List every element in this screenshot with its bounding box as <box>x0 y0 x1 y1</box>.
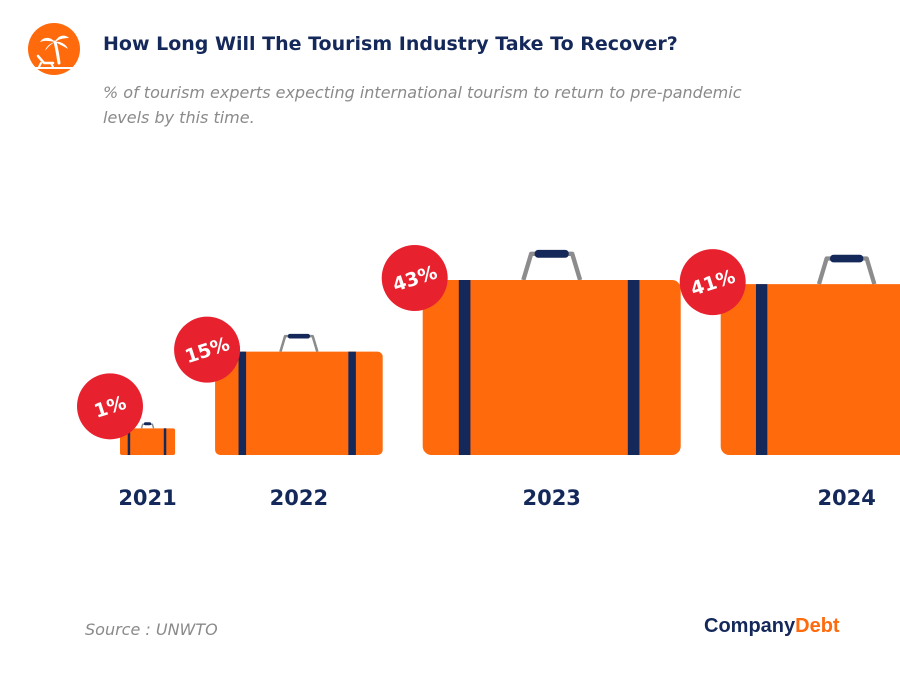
brand-logo-part1: Company <box>704 615 796 637</box>
suitcase-strap-right <box>163 428 167 455</box>
value-badge <box>77 373 143 440</box>
source-note: Source : UNWTO <box>85 620 218 639</box>
suitcase-bar-2024: 41% <box>679 249 900 455</box>
brand-logo: CompanyDebt <box>704 615 840 638</box>
suitcase-grip <box>287 333 310 339</box>
suitcase-grip <box>534 249 569 258</box>
value-badge <box>381 245 448 311</box>
x-tick-label: 2024 <box>817 486 875 510</box>
suitcase-bar-2023: 43% <box>381 245 681 455</box>
suitcase-grip <box>143 422 152 426</box>
palm-tree-beach-chair-icon <box>28 23 80 75</box>
suitcase-strap-left <box>127 428 131 455</box>
value-badge <box>679 249 746 316</box>
suitcase-strap-left <box>458 280 471 455</box>
x-tick-label: 2023 <box>522 486 580 510</box>
suitcase-body <box>422 280 681 455</box>
suitcase-bar-2022: 15% <box>174 316 383 455</box>
suitcase-strap-right <box>348 351 356 455</box>
suitcase-strap-left <box>755 284 768 455</box>
suitcase-bar-2021: 1% <box>77 373 176 455</box>
suitcase-body <box>215 351 383 455</box>
chart-subtitle: % of tourism experts expecting internati… <box>103 83 742 127</box>
x-tick-label: 2022 <box>270 486 328 510</box>
suitcase-strap-left <box>238 351 247 455</box>
suitcase-grip <box>830 254 864 263</box>
chart-title: How Long Will The Tourism Industry Take … <box>103 33 678 55</box>
suitcase-body <box>120 428 176 455</box>
suitcase-body <box>720 284 900 455</box>
suitcase-strap-right <box>627 280 640 455</box>
brand-logo-part2: Debt <box>795 615 840 637</box>
value-badge <box>174 316 241 383</box>
x-tick-label: 2021 <box>118 486 176 510</box>
